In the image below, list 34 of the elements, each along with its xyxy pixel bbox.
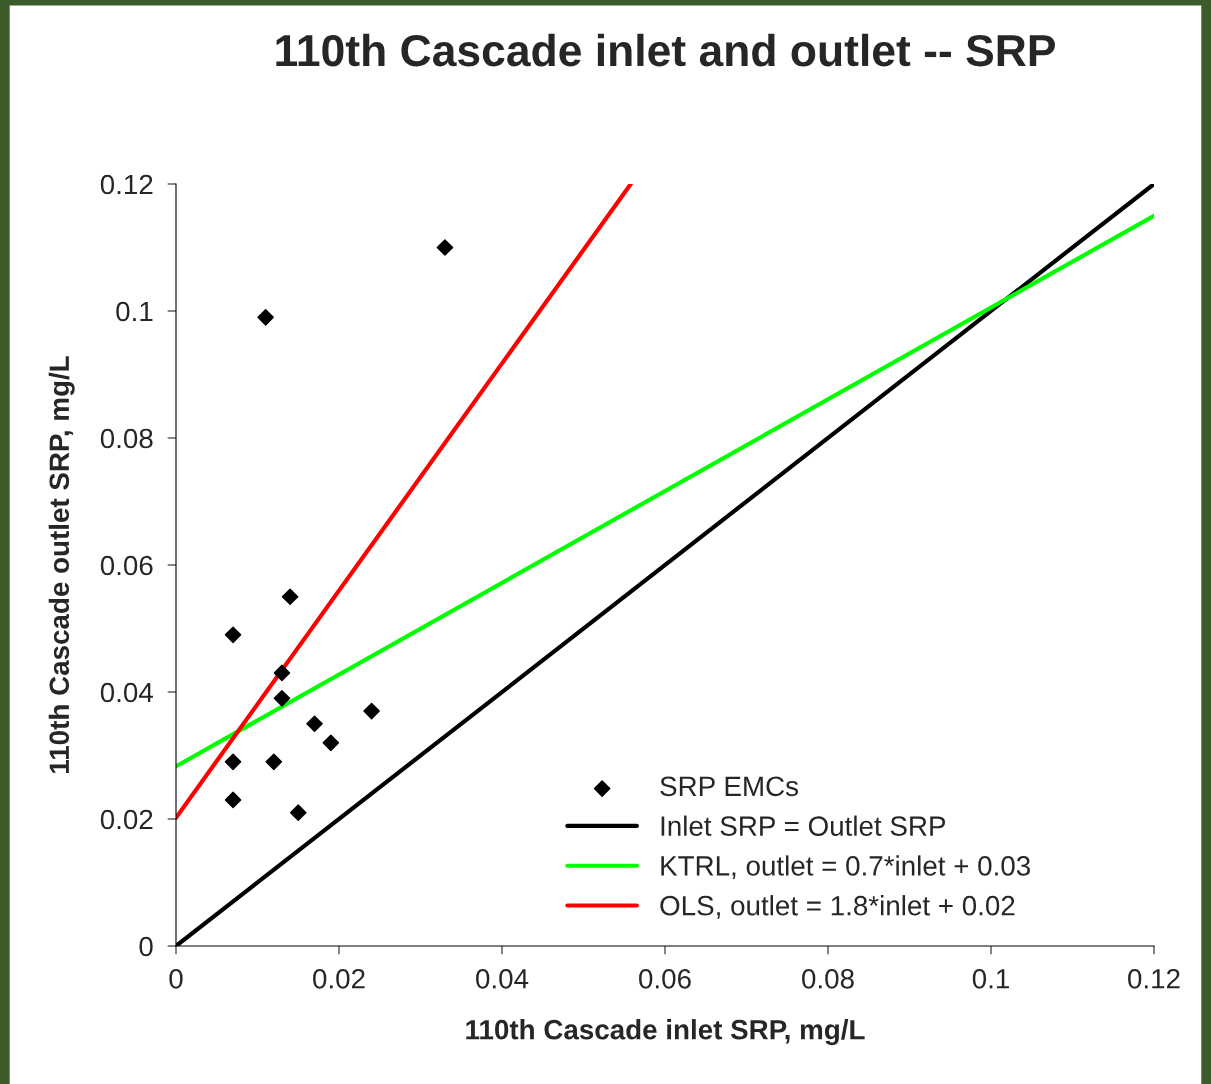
chart-title: 110th Cascade inlet and outlet -- SRP xyxy=(276,33,1055,67)
point xyxy=(257,309,274,326)
y-tick-label: 0.04 xyxy=(100,682,153,703)
y-tick-label: 0 xyxy=(139,936,153,957)
x-tick-label: 0.04 xyxy=(476,968,529,989)
point xyxy=(265,753,283,771)
x-axis-title: 110th Cascade inlet SRP, mg/L xyxy=(466,1019,865,1046)
point xyxy=(273,690,291,707)
point xyxy=(224,626,242,644)
y-axis-title: 110th Cascade outlet SRP, mg/L xyxy=(48,356,75,773)
y-tick-label: 0.08 xyxy=(100,428,153,449)
x-tick-label: 0 xyxy=(169,968,183,989)
point xyxy=(306,715,323,733)
point xyxy=(224,753,242,771)
x-tick-label: 0.02 xyxy=(313,968,365,989)
x-tick-label: 0.08 xyxy=(802,968,854,989)
x-tick-label: 0.1 xyxy=(972,968,1009,989)
x-tick-label: 0.06 xyxy=(639,968,691,989)
y-tick-label: 0.06 xyxy=(100,555,153,576)
legend-label: KTRL, outlet = 0.7*inlet + 0.03 xyxy=(661,855,1030,880)
x-tick-label: 0.12 xyxy=(1128,968,1180,989)
point xyxy=(224,791,242,809)
point xyxy=(281,588,299,606)
y-tick-label: 0.1 xyxy=(116,301,153,322)
point xyxy=(289,804,307,821)
point xyxy=(436,239,454,256)
legend-label: OLS, outlet = 1.8*inlet + 0.02 xyxy=(660,895,1015,919)
point xyxy=(273,664,291,682)
point xyxy=(322,734,340,752)
point xyxy=(363,702,380,720)
y-tick-label: 0.12 xyxy=(100,174,153,195)
legend-label: SRP EMCs xyxy=(660,776,799,797)
legend-label: Inlet SRP = Outlet SRP xyxy=(661,815,946,836)
y-tick-label: 0.02 xyxy=(100,809,153,830)
